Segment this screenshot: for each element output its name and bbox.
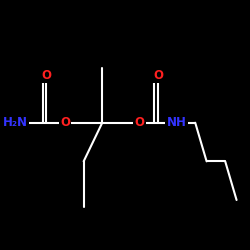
Text: H₂N: H₂N <box>3 116 28 129</box>
Text: O: O <box>153 68 163 82</box>
Text: O: O <box>42 68 51 82</box>
Text: NH: NH <box>167 116 186 129</box>
Text: O: O <box>134 116 144 129</box>
Text: H: H <box>18 116 28 129</box>
Text: O: O <box>60 116 70 129</box>
